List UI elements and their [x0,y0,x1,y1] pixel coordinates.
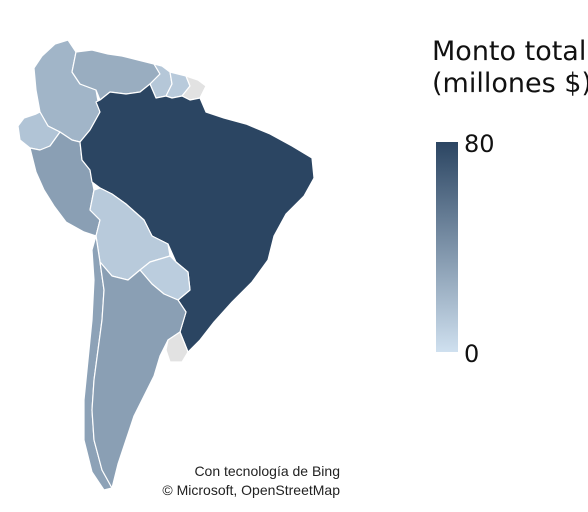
attribution-line1: Con tecnología de Bing [194,463,340,479]
south-america-map [17,39,315,491]
legend-min-label: 0 [464,340,480,368]
legend-title-line1: Monto total [432,36,587,67]
map-attribution: Con tecnología de Bing © Microsoft, Open… [140,462,340,500]
region-uruguay[interactable] [165,331,189,363]
legend-max-label: 80 [464,130,495,158]
attribution-line2: © Microsoft, OpenStreetMap [162,482,340,498]
region-argentina[interactable] [91,261,187,489]
legend-title: Monto total (millones $) [432,36,588,100]
legend-color-scale [436,142,458,352]
legend-title-line2: (millones $) [432,68,588,99]
